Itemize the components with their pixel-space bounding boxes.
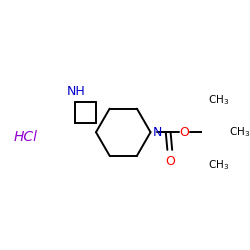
Text: CH$_3$: CH$_3$ bbox=[208, 93, 229, 106]
Text: N: N bbox=[153, 126, 162, 139]
Text: HCl: HCl bbox=[14, 130, 38, 144]
Text: NH: NH bbox=[66, 85, 85, 98]
Text: CH$_3$: CH$_3$ bbox=[208, 158, 229, 172]
Text: O: O bbox=[165, 155, 175, 168]
Text: CH$_3$: CH$_3$ bbox=[229, 125, 250, 139]
Text: O: O bbox=[179, 126, 189, 139]
